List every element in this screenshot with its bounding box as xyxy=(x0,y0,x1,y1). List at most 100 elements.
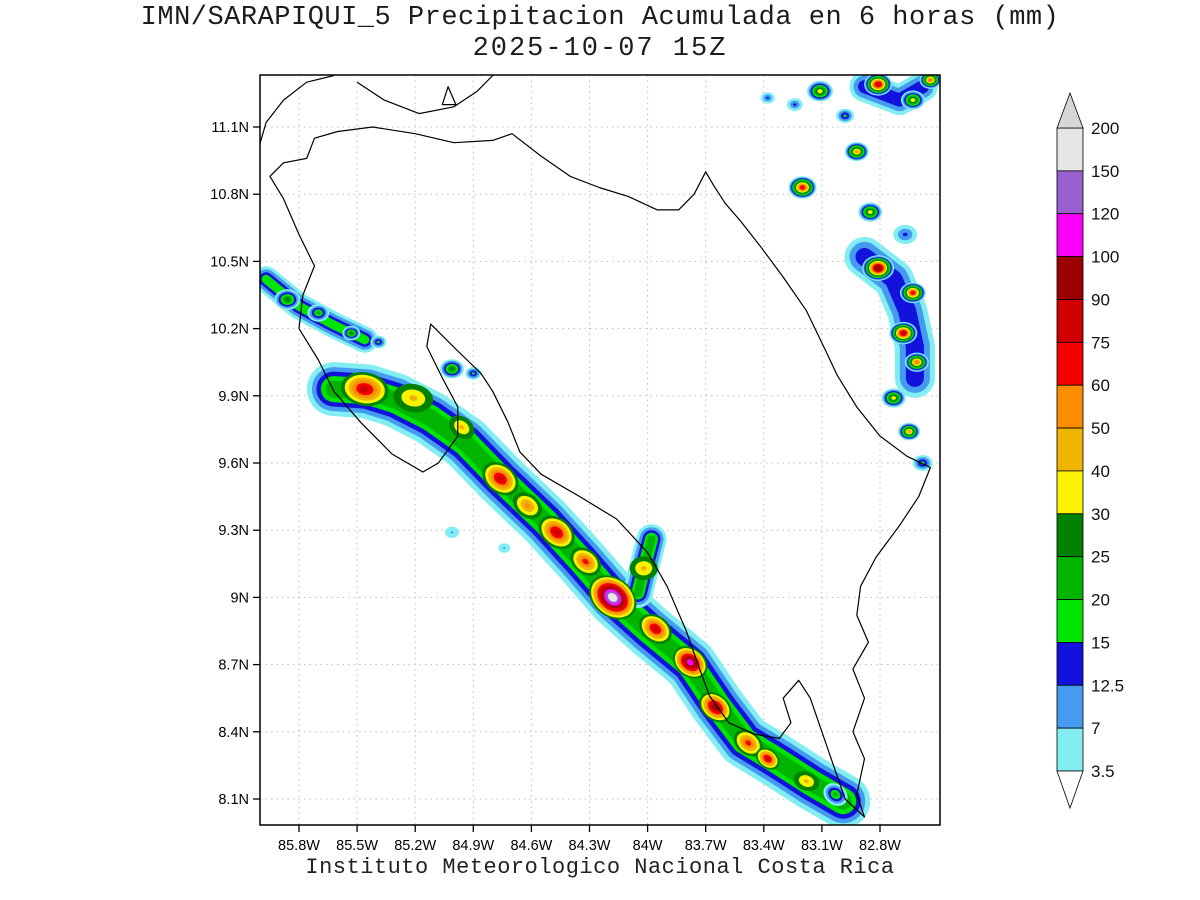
costa-rica-outline xyxy=(269,126,931,818)
lon-tick-label: 84.9W xyxy=(452,838,494,854)
precip-cell-level-15 xyxy=(843,114,847,118)
colorbar-label: 60 xyxy=(1091,376,1110,395)
footer-caption: Instituto Meteorologico Nacional Costa R… xyxy=(305,855,895,880)
lake-nicaragua-shore xyxy=(356,75,494,115)
colorbar-label: 7 xyxy=(1091,719,1100,738)
colorbar-band-90 xyxy=(1056,256,1084,300)
precip-cell-level-50 xyxy=(524,502,531,509)
colorbar-label: 12.5 xyxy=(1091,676,1124,695)
chart-title: IMN/SARAPIQUI_5 Precipitacion Acumulada … xyxy=(140,3,1060,33)
colorbar-label: 15 xyxy=(1091,633,1110,652)
precip-cell-level-150 xyxy=(607,592,618,602)
colorbar-band-60 xyxy=(1056,341,1084,386)
precip-cell-level-60 xyxy=(582,558,589,565)
axes: 11.1N 10.8N 10.5N 10.2N 9.9N 9.6N 9.3N 9N 8.7N 8.… xyxy=(210,120,901,854)
colorbar-label: 75 xyxy=(1091,333,1110,352)
precip-cell-level-7 xyxy=(503,547,506,550)
colorbar-label: 150 xyxy=(1091,162,1119,181)
colorbar-label: 3.5 xyxy=(1091,762,1115,781)
colorbar-label: 20 xyxy=(1091,591,1110,610)
precip-cell-level-50 xyxy=(914,360,920,365)
precip-cell-level-30 xyxy=(891,396,896,400)
colorbar-band-7 xyxy=(1056,684,1084,729)
colorbar-label: 120 xyxy=(1091,205,1119,224)
precip-cell-level-40 xyxy=(409,395,418,401)
lon-tick-label: 85.2W xyxy=(394,838,436,854)
nicaragua-pacific-coast xyxy=(260,75,335,146)
precip-cell-level-20 xyxy=(833,792,838,797)
colorbar-label: 100 xyxy=(1091,248,1119,267)
precip-cell-level-40 xyxy=(854,149,860,154)
chart-subtitle-datetime: 2025-10-07 15Z xyxy=(472,34,728,64)
colorbar-label: 30 xyxy=(1091,505,1110,524)
precip-cell-level-40 xyxy=(803,779,809,784)
lat-tick-label: 10.2N xyxy=(210,322,249,338)
precip-cell-level-30 xyxy=(910,98,916,102)
precip-cell-level-40 xyxy=(459,424,465,430)
lat-tick-label: 10.8N xyxy=(210,187,249,203)
colorbar-band-12.5 xyxy=(1056,642,1084,686)
lat-tick-label: 8.1N xyxy=(218,792,249,808)
lat-tick-label: 9.9N xyxy=(218,389,249,405)
precip-cell-level-75 xyxy=(552,529,561,536)
precip-cell-level-75 xyxy=(765,756,771,761)
precip-cell-level-25 xyxy=(449,367,455,371)
precip-cell-level-60 xyxy=(745,740,752,746)
colorbar-band-75 xyxy=(1056,299,1084,343)
lon-tick-label: 84.6W xyxy=(510,838,552,854)
precip-cell-level-90 xyxy=(874,265,882,271)
colorbar: 200 150 120 100 90 75 60 50 40 30 25 20 15 12.5 7 3.5 xyxy=(1056,91,1124,810)
lon-tick-label: 84W xyxy=(633,838,663,854)
lat-tick-label: 9.6N xyxy=(218,456,249,472)
precip-cell-level-75 xyxy=(875,82,881,87)
colorbar-band-50 xyxy=(1056,384,1084,429)
precip-cell-level-60 xyxy=(910,290,916,295)
precipitation-field xyxy=(260,75,940,825)
colorbar-band-120 xyxy=(1056,170,1084,215)
precip-cell-level-50 xyxy=(928,78,933,82)
precip-cell-level-12.5 xyxy=(793,103,797,106)
precip-cell-level-15 xyxy=(471,372,475,375)
colorbar-band-40 xyxy=(1056,427,1084,472)
lat-tick-label: 9N xyxy=(230,590,249,606)
lat-tick-label: 11.1N xyxy=(211,120,249,136)
lon-tick-label: 83.1W xyxy=(801,838,843,854)
lon-tick-label: 83.4W xyxy=(743,838,785,854)
lat-tick-label: 8.4N xyxy=(218,725,249,741)
plot-frame xyxy=(259,74,941,826)
precip-cell-level-12.5 xyxy=(766,96,770,99)
precip-cell-level-25 xyxy=(284,297,290,302)
precip-cell-level-7 xyxy=(450,531,454,534)
lon-tick-label: 83.7W xyxy=(685,838,727,854)
colorbar-band-100 xyxy=(1056,213,1084,257)
precip-cell-level-20 xyxy=(316,311,321,315)
coastline xyxy=(260,75,931,818)
precip-cell-level-75 xyxy=(652,625,659,632)
precip-cell-level-12.5 xyxy=(902,232,908,237)
precip-cell-level-100 xyxy=(686,659,694,666)
lon-tick-label: 82.8W xyxy=(859,838,901,854)
precip-cell-level-40 xyxy=(906,429,912,434)
colorbar-label: 25 xyxy=(1091,548,1110,567)
colorbar-under-arrow xyxy=(1056,770,1084,810)
lat-tick-label: 8.7N xyxy=(218,658,249,674)
precip-cell-level-75 xyxy=(496,475,505,483)
precip-cell-level-30 xyxy=(867,210,873,215)
colorbar-band-30 xyxy=(1056,470,1084,515)
colorbar-band-15 xyxy=(1056,599,1084,643)
colorbar-band-20 xyxy=(1056,556,1084,600)
colorbar-band-25 xyxy=(1056,513,1084,558)
precip-cell-level-75 xyxy=(900,330,907,336)
precip-cell-level-15 xyxy=(376,340,380,344)
lake-island xyxy=(441,86,457,106)
lon-tick-label: 84.3W xyxy=(569,838,611,854)
precip-cell-level-60 xyxy=(799,185,806,190)
lon-tick-label: 85.8W xyxy=(278,838,320,854)
colorbar-label: 200 xyxy=(1091,119,1119,138)
colorbar-label: 90 xyxy=(1091,291,1110,310)
colorbar-label: 50 xyxy=(1091,419,1110,438)
colorbar-band-3.5 xyxy=(1056,727,1084,772)
colorbar-band-150 xyxy=(1056,127,1084,172)
precip-cell-level-75 xyxy=(360,385,370,393)
